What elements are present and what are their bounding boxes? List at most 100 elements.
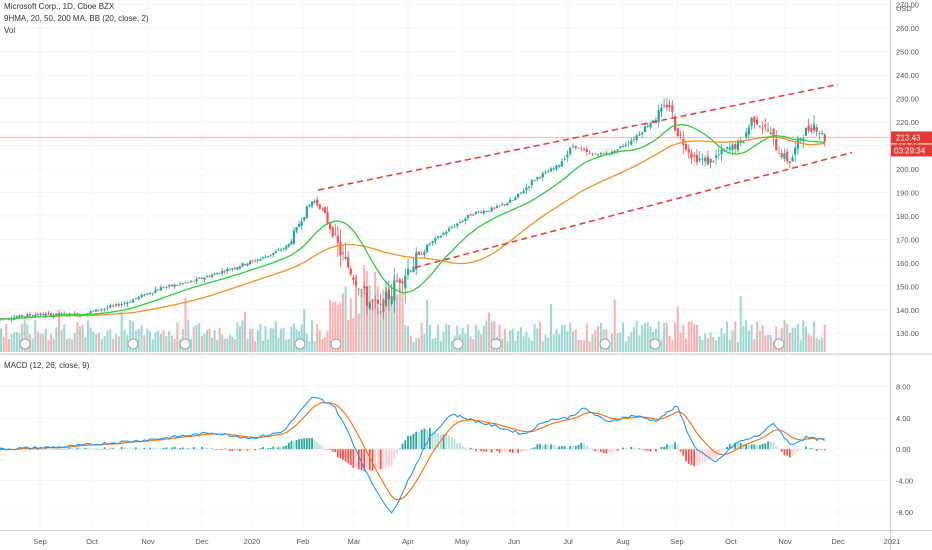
candle-body <box>267 256 270 257</box>
volume-bar <box>437 324 440 352</box>
volume-bar <box>643 322 646 352</box>
candle-body <box>321 208 324 210</box>
volume-bar <box>769 335 772 352</box>
volume-bar <box>549 304 552 352</box>
macd-histogram-bar <box>305 438 308 450</box>
price-tick-label: 220.00 <box>896 118 919 127</box>
candle-body <box>704 158 707 162</box>
macd-histogram-bar <box>366 449 368 470</box>
macd-signal-line <box>0 402 825 501</box>
macd-histogram-bar <box>685 449 687 462</box>
volume-bar <box>292 323 295 352</box>
volume-bar <box>591 333 594 352</box>
time-tick-label: Oct <box>86 537 99 546</box>
trend-channel <box>317 83 853 269</box>
volume-bar <box>671 339 674 352</box>
volume-bar <box>558 334 561 352</box>
candle-body <box>799 138 802 140</box>
volume-bar <box>690 321 693 352</box>
volume-bar <box>461 327 464 352</box>
candle-body <box>538 177 542 179</box>
volume-bar <box>493 321 496 352</box>
macd-histogram-bar <box>496 449 498 452</box>
macd-legend[interactable]: MACD (12, 26, close, 9) <box>4 361 90 370</box>
volume-bar <box>10 334 13 352</box>
candle-body <box>318 204 321 209</box>
candle-body <box>437 236 440 238</box>
volume-bar <box>577 339 580 352</box>
volume-bar <box>97 332 100 352</box>
event-marker-icon <box>773 338 785 350</box>
macd-tick-label: 0.00 <box>896 445 911 454</box>
volume-bar <box>624 341 627 352</box>
macd-histogram-bar <box>585 445 588 450</box>
macd-histogram-bar <box>206 448 208 450</box>
candle-body <box>151 292 154 294</box>
candle-body <box>599 152 602 155</box>
volume-bar <box>580 340 583 352</box>
macd-histogram-bar <box>619 449 622 450</box>
volume-bar <box>633 327 636 352</box>
volume-bar <box>84 337 87 352</box>
candle-body <box>804 128 808 136</box>
volume-bar <box>264 326 267 352</box>
macd-histogram-bar <box>434 432 437 450</box>
candle-body <box>15 316 18 318</box>
macd-histogram-bar <box>412 433 415 450</box>
volume-bar <box>599 322 602 352</box>
candle-body <box>259 258 262 261</box>
candle-body <box>368 302 371 309</box>
volume-bar <box>282 327 285 352</box>
symbol-title[interactable]: Microsoft Corp., 1D, Cboe BZX <box>4 2 115 11</box>
candle-body <box>226 268 229 271</box>
candle-body <box>695 154 699 163</box>
indicators-legend[interactable]: 9HMA, 20, 50, 200 MA, BB (20, close, 2) <box>4 14 149 23</box>
candle-body <box>627 143 630 145</box>
macd-histogram-bar <box>190 448 192 450</box>
macd-histogram-bar <box>334 449 337 453</box>
macd-histogram-bar <box>588 448 591 450</box>
volume-bar <box>610 333 613 352</box>
candle-body <box>143 294 146 296</box>
candle-body <box>218 272 221 274</box>
candle-body <box>385 291 388 306</box>
macd-histogram-bar <box>117 448 120 450</box>
macd-histogram-bar <box>739 442 742 450</box>
volume-bar <box>501 338 504 352</box>
candle-body <box>517 193 520 198</box>
macd-histogram-bar <box>198 449 201 450</box>
macd-histogram-bar <box>42 449 45 450</box>
volume-bar <box>203 333 206 352</box>
volume-bar <box>221 334 224 352</box>
volume-bar <box>753 339 756 352</box>
volume-bar <box>112 339 115 352</box>
volume-bar <box>434 337 437 352</box>
candle-body <box>310 201 314 207</box>
macd-histogram-bar <box>608 449 611 454</box>
candle-body <box>134 298 137 300</box>
macd-histogram-bar <box>87 447 89 450</box>
macd-histogram-bar <box>339 449 342 459</box>
volume-bar <box>428 324 431 352</box>
candle-body <box>706 156 709 165</box>
volume-bar <box>635 321 638 352</box>
candle-body <box>261 257 265 259</box>
candle-body <box>200 277 204 279</box>
macd-histogram-bar <box>76 447 79 450</box>
candle-body <box>464 218 467 222</box>
volume-bars <box>0 265 826 352</box>
last-price-label: 213.43 <box>896 133 921 142</box>
volume-bar <box>218 327 221 352</box>
macd-tick-label: -8.00 <box>896 508 913 517</box>
volume-legend[interactable]: Vol <box>4 26 16 35</box>
macd-histogram-bar <box>539 444 541 450</box>
candle-body <box>506 202 509 206</box>
candle-body <box>501 204 504 206</box>
volume-bar <box>117 336 120 352</box>
candle-body <box>684 143 688 150</box>
macd-histogram-bar <box>241 449 244 451</box>
macd-histogram-bar <box>652 449 655 451</box>
volume-bar <box>472 339 475 352</box>
volume-bar <box>638 335 641 352</box>
